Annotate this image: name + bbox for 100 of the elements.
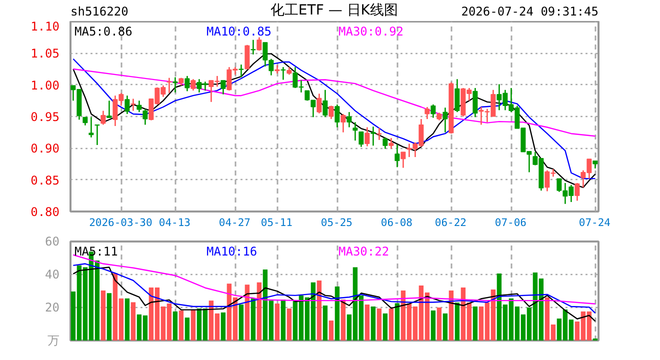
y-tick-label: 0.80 bbox=[30, 205, 60, 219]
bar bbox=[340, 300, 346, 340]
candlestick bbox=[166, 77, 172, 94]
candlestick bbox=[454, 78, 460, 113]
candlestick bbox=[256, 36, 262, 52]
y-tick-label: 20 bbox=[45, 300, 60, 314]
bar bbox=[106, 293, 112, 340]
text: sh516220 bbox=[70, 4, 128, 18]
bar bbox=[370, 306, 376, 340]
text: MA30:0.92 bbox=[338, 24, 404, 38]
candlestick bbox=[250, 39, 256, 56]
candlestick bbox=[172, 76, 178, 94]
bar bbox=[100, 290, 106, 340]
y-tick-label: 40 bbox=[45, 268, 60, 282]
candlestick bbox=[574, 182, 580, 202]
bar bbox=[454, 302, 460, 340]
bar bbox=[334, 286, 340, 340]
text: MA10:0.85 bbox=[206, 24, 272, 38]
candlestick bbox=[274, 64, 280, 74]
x-tick-label: 06-08 bbox=[380, 216, 412, 230]
candlestick bbox=[370, 126, 376, 146]
candlestick bbox=[124, 94, 130, 115]
candlestick bbox=[430, 104, 436, 118]
bar bbox=[250, 298, 256, 340]
candlestick bbox=[376, 127, 382, 141]
bar bbox=[322, 306, 328, 340]
x-tick-label: 07-24 bbox=[578, 216, 610, 230]
bar bbox=[190, 309, 196, 340]
text: 2026-07-24 09:31:45 bbox=[461, 4, 599, 18]
bar bbox=[286, 308, 292, 340]
text: MA10:16 bbox=[206, 244, 258, 258]
candlestick bbox=[142, 108, 148, 126]
y-tick-label: 0.90 bbox=[30, 142, 60, 156]
bar bbox=[124, 298, 130, 340]
candlestick bbox=[220, 80, 226, 95]
line-series bbox=[72, 254, 596, 304]
bar bbox=[244, 284, 250, 340]
candlestick bbox=[136, 100, 142, 113]
bar bbox=[256, 282, 262, 340]
candlestick bbox=[244, 44, 250, 70]
bar bbox=[316, 280, 322, 340]
candlestick bbox=[358, 131, 364, 148]
line-series bbox=[72, 263, 596, 314]
y-tick-label: 1.10 bbox=[30, 20, 60, 34]
bar bbox=[442, 313, 448, 340]
bar bbox=[328, 320, 334, 340]
candlestick bbox=[334, 104, 340, 128]
bar bbox=[388, 308, 394, 340]
x-tick-label: 07-06 bbox=[494, 216, 526, 230]
bar bbox=[382, 313, 388, 340]
candlestick bbox=[88, 116, 94, 138]
bar bbox=[220, 312, 226, 340]
candlestick bbox=[238, 64, 244, 78]
x-tick-label: 06-22 bbox=[434, 216, 466, 230]
x-tick-label: 04-27 bbox=[218, 216, 250, 230]
bar bbox=[184, 318, 190, 340]
candlestick bbox=[280, 66, 286, 80]
x-tick-label: 2026-03-30 bbox=[89, 216, 152, 230]
y-tick-label: 60 bbox=[45, 234, 60, 248]
x-tick-label: 04-13 bbox=[158, 216, 190, 230]
candlestick bbox=[352, 122, 358, 142]
bar bbox=[472, 306, 478, 340]
bar bbox=[238, 304, 244, 340]
candlestick bbox=[442, 106, 448, 133]
candlestick bbox=[184, 75, 190, 92]
text: MA5:0.86 bbox=[74, 24, 132, 38]
chart-title: 化工ETF — 日K线图 bbox=[270, 2, 398, 18]
candlestick bbox=[316, 93, 322, 114]
bar bbox=[178, 310, 184, 340]
line-series bbox=[72, 68, 596, 137]
y-tick-label: 1.05 bbox=[30, 46, 60, 61]
candlestick bbox=[424, 106, 430, 120]
bar bbox=[436, 308, 442, 340]
candlestick bbox=[328, 105, 334, 120]
candlestick bbox=[130, 98, 136, 112]
bar bbox=[364, 304, 370, 340]
candlestick bbox=[340, 113, 346, 133]
bar bbox=[172, 311, 178, 340]
candlestick bbox=[106, 100, 112, 118]
candlestick bbox=[346, 111, 352, 128]
series-label: MA5:11 bbox=[74, 244, 118, 258]
candlestick bbox=[94, 124, 100, 146]
candlestick bbox=[388, 137, 394, 150]
bar bbox=[274, 304, 280, 340]
candlestick bbox=[472, 87, 478, 118]
candlestick bbox=[364, 126, 370, 147]
x-tick-label: 05-11 bbox=[260, 216, 292, 230]
line-series bbox=[72, 266, 596, 322]
y-axis-title: 万 bbox=[48, 334, 60, 348]
bar bbox=[280, 300, 286, 340]
y-tick-label: 1.00 bbox=[30, 78, 60, 92]
candlestick bbox=[322, 89, 328, 118]
text: MA30:22 bbox=[338, 244, 390, 258]
x-tick-label: 05-25 bbox=[320, 216, 352, 230]
y-tick-label: 0.95 bbox=[30, 110, 60, 124]
bar bbox=[394, 303, 400, 340]
y-tick-label: 0.85 bbox=[30, 173, 60, 188]
bar bbox=[130, 302, 136, 340]
candlestick bbox=[190, 78, 196, 92]
candlestick bbox=[382, 136, 388, 150]
